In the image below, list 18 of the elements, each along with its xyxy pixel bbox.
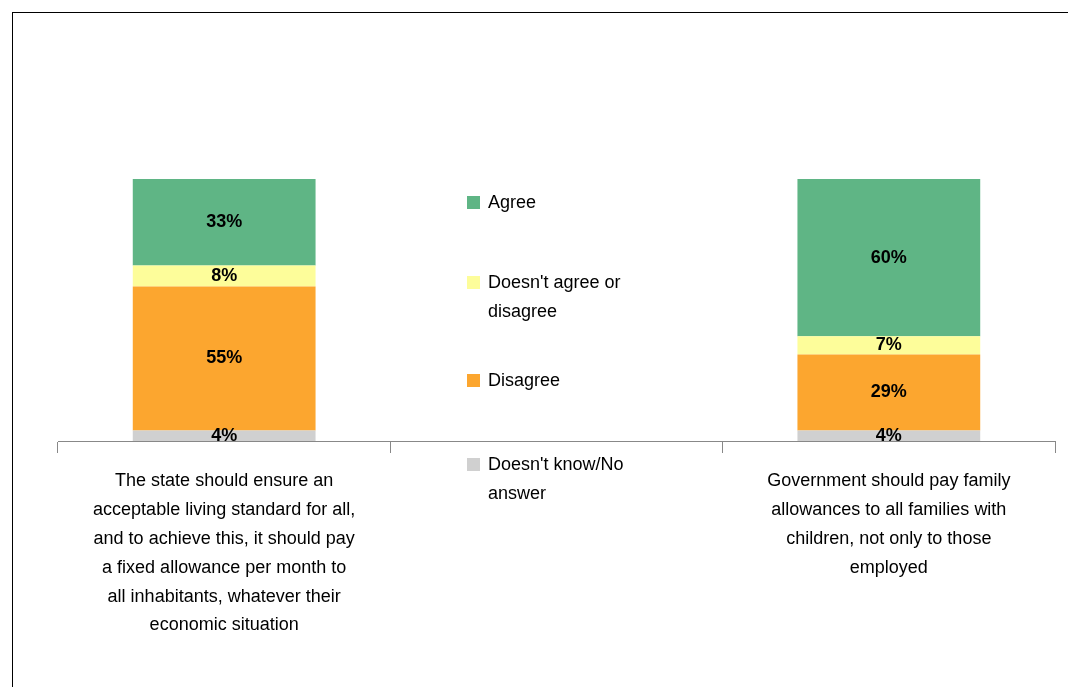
legend-label: Agree (488, 191, 537, 214)
data-label: 7% (875, 334, 902, 355)
data-label: 60% (870, 246, 907, 267)
legend-label: Disagree (488, 369, 561, 392)
data-label: 4% (211, 424, 238, 445)
bar (797, 179, 981, 337)
bar (797, 336, 981, 355)
data-label: 4% (875, 424, 902, 445)
data-label: 33% (206, 211, 243, 232)
data-label: 8% (211, 264, 238, 285)
data-label: 29% (870, 381, 907, 402)
data-label: 55% (206, 347, 243, 368)
bar (132, 179, 316, 266)
legend-label: Doesn't know/No answer (488, 453, 625, 505)
x-tick-label: Government should pay family allowances to all families with children, not only to those employed (767, 470, 1011, 577)
x-tick-label: The state should ensure an acceptable living standard for all, and to achieve this, it should pay a fixed allowance per month to all inhabitants, whatever their economic situation (93, 470, 356, 635)
legend-label: Doesn't agree or disagree (488, 271, 622, 323)
bar (132, 265, 316, 287)
